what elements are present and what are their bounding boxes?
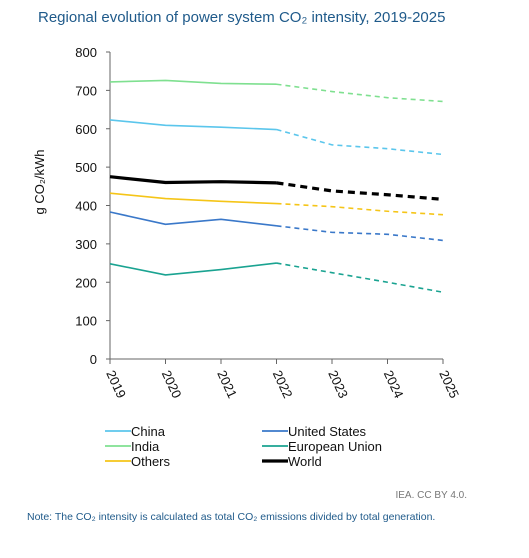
legend-label-european-union: European Union — [288, 439, 382, 454]
series-china-historical — [109, 119, 277, 131]
legend-label-others: Others — [131, 454, 171, 469]
y-axis-label: g CO₂/kWh — [32, 150, 47, 215]
y-tick-label: 700 — [75, 83, 97, 98]
series-world-historical — [109, 175, 277, 185]
series-european-union-historical — [109, 262, 277, 276]
chart-note: Note: The CO₂ intensity is calculated as… — [27, 511, 436, 523]
y-tick-label: 0 — [90, 352, 97, 367]
y-tick-label: 800 — [75, 45, 97, 60]
x-tick-label: 2019 — [103, 368, 129, 401]
y-tick-label: 300 — [75, 237, 97, 252]
y-tick-label: 600 — [75, 122, 97, 137]
chart-title: Regional evolution of power system CO₂ i… — [38, 9, 446, 26]
y-tick-label: 500 — [75, 160, 97, 175]
series-world-projection — [276, 181, 444, 201]
series-european-union-projection — [276, 262, 444, 294]
chart-axes: 0 100 200 300 400 500 600 700 800 2019 2020 2021 202… — [32, 45, 462, 400]
series-china-projection — [276, 128, 444, 156]
y-tick-label: 100 — [75, 314, 97, 329]
x-tick-label: 2024 — [381, 368, 407, 401]
legend-label-world: World — [288, 454, 322, 469]
chart-series-lines — [109, 79, 444, 294]
credit-label: IEA. CC BY 4.0. — [395, 490, 467, 501]
y-tick-label: 200 — [75, 275, 97, 290]
legend-label-china: China — [131, 424, 166, 439]
x-tick-label: 2020 — [159, 368, 185, 401]
line-chart: 0 100 200 300 400 500 600 700 800 2019 2020 2021 202… — [32, 45, 462, 469]
series-united-states-projection — [276, 225, 444, 242]
x-tick-label: 2022 — [270, 368, 296, 401]
x-tick-label: 2021 — [214, 368, 240, 401]
series-others-projection — [276, 202, 444, 216]
x-tick-label: 2023 — [325, 368, 351, 401]
series-india-historical — [109, 79, 277, 86]
series-india-projection — [276, 83, 444, 103]
legend-label-india: India — [131, 439, 160, 454]
series-united-states-historical — [109, 211, 277, 227]
legend-label-united-states: United States — [288, 424, 367, 439]
x-tick-label: 2025 — [436, 368, 462, 401]
chart-legend: China United States India European Union Oth… — [105, 424, 382, 469]
y-tick-label: 400 — [75, 199, 97, 214]
series-others-historical — [109, 192, 277, 205]
